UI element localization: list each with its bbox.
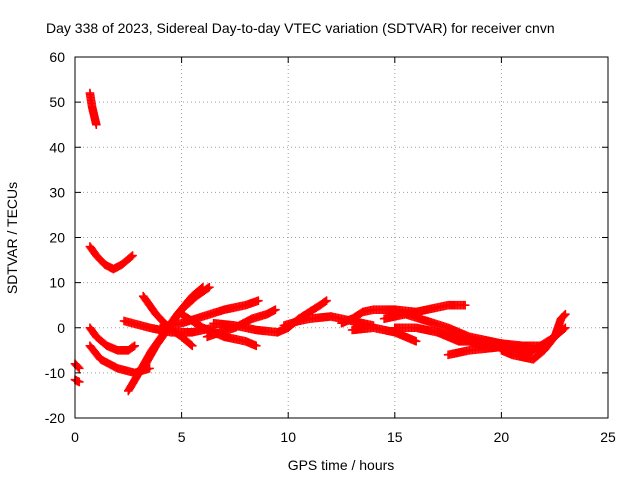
- series-track-3: [85, 88, 101, 129]
- series-track-16: [279, 312, 378, 330]
- data-point: [559, 324, 569, 334]
- data-point: [130, 341, 139, 351]
- data-layer: [70, 88, 570, 396]
- x-tick-label: 0: [71, 429, 79, 445]
- ticks: [74, 56, 609, 419]
- data-point: [559, 311, 569, 320]
- data-point: [74, 364, 84, 373]
- y-tick-label: 50: [49, 94, 65, 110]
- data-point: [320, 297, 330, 306]
- data-point: [92, 120, 101, 129]
- data-point: [561, 309, 570, 319]
- y-tick-label: 10: [49, 275, 65, 291]
- x-tick-label: 5: [178, 429, 186, 445]
- data-point: [128, 251, 137, 260]
- x-tick-label: 10: [280, 429, 296, 445]
- data-point: [127, 252, 136, 261]
- y-axis-label: SDTVAR / TECUs: [4, 182, 20, 294]
- x-tick-label: 25: [600, 429, 616, 445]
- y-tick-label: 0: [57, 320, 65, 336]
- data-point: [254, 296, 263, 305]
- data-point: [187, 341, 197, 351]
- series-track-10: [119, 316, 218, 337]
- x-axis-label: GPS time / hours: [288, 457, 395, 473]
- data-point: [73, 362, 83, 372]
- data-point: [205, 282, 214, 292]
- grid: [75, 57, 608, 418]
- y-tick-label: 20: [49, 230, 65, 246]
- series-track-26: [518, 309, 570, 360]
- tick-labels: 0 5 10 15 20 25 -20 -10 0 10 20 30 40 50 60: [45, 49, 616, 445]
- data-point: [411, 336, 421, 346]
- y-tick-label: -10: [45, 365, 65, 381]
- data-point: [251, 341, 261, 351]
- series-track-18: [347, 323, 421, 346]
- x-tick-label: 20: [494, 429, 510, 445]
- series-track-4: [85, 242, 137, 274]
- y-tick-label: 30: [49, 184, 65, 200]
- series-track-5: [85, 323, 139, 355]
- x-tick-label: 15: [387, 429, 403, 445]
- chart-title: Day 338 of 2023, Sidereal Day-to-day VTE…: [46, 20, 555, 36]
- data-point: [561, 323, 570, 333]
- y-tick-label: 60: [49, 49, 65, 65]
- data-point: [460, 300, 470, 310]
- data-point: [74, 377, 84, 387]
- y-tick-label: 40: [49, 139, 65, 155]
- data-point: [271, 305, 280, 314]
- series-track-13: [177, 309, 261, 351]
- data-point: [203, 283, 213, 293]
- data-point: [129, 342, 138, 352]
- y-tick-label: -20: [45, 410, 65, 426]
- series-track-14: [209, 318, 282, 337]
- data-point: [322, 296, 331, 305]
- data-point: [186, 340, 196, 350]
